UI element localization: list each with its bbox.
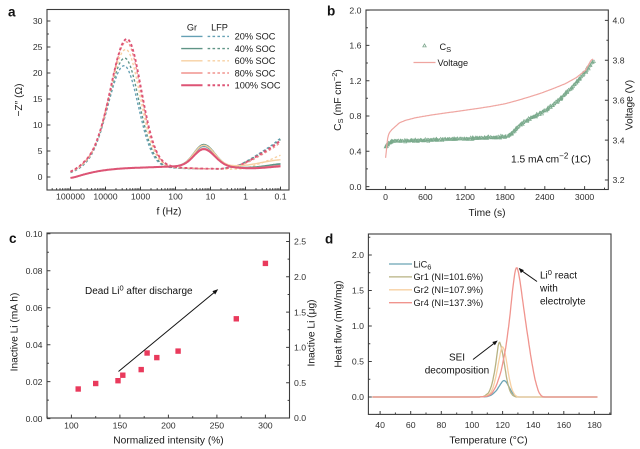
svg-text:0: 0 (38, 172, 43, 182)
svg-text:SEI: SEI (449, 353, 465, 364)
svg-text:0.02: 0.02 (26, 377, 43, 387)
svg-text:Voltage: Voltage (438, 58, 469, 68)
svg-text:1800: 1800 (495, 192, 514, 202)
svg-text:LiC6: LiC6 (414, 259, 432, 271)
svg-text:1.0: 1.0 (294, 343, 306, 353)
svg-text:0.0: 0.0 (294, 413, 306, 423)
svg-text:40% SOC: 40% SOC (235, 44, 276, 54)
svg-text:2.0: 2.0 (294, 272, 306, 282)
svg-text:CS (mF cm−2): CS (mF cm−2) (330, 69, 345, 131)
svg-text:−Z″ (Ω): −Z″ (Ω) (14, 83, 25, 116)
svg-text:Inactive Li (μg): Inactive Li (μg) (307, 299, 318, 366)
svg-text:25: 25 (33, 42, 43, 52)
svg-text:3.2: 3.2 (613, 175, 625, 185)
svg-text:10: 10 (206, 192, 216, 202)
svg-text:0.8: 0.8 (349, 111, 361, 121)
svg-text:0: 0 (383, 192, 388, 202)
svg-text:Time (s): Time (s) (469, 208, 506, 219)
svg-text:1.2: 1.2 (349, 76, 361, 86)
svg-text:3000: 3000 (575, 192, 594, 202)
svg-text:0.00: 0.00 (26, 414, 43, 424)
svg-text:0.4: 0.4 (349, 147, 361, 157)
svg-text:a: a (8, 5, 16, 20)
svg-text:600: 600 (418, 192, 433, 202)
svg-text:electrolyte: electrolyte (540, 297, 586, 308)
svg-text:decomposition: decomposition (425, 366, 489, 377)
svg-text:5: 5 (38, 146, 43, 156)
svg-text:Gr4 (NI=137.3%): Gr4 (NI=137.3%) (414, 298, 484, 308)
svg-text:4.0: 4.0 (613, 16, 625, 26)
svg-text:100: 100 (465, 420, 480, 430)
svg-text:Dead Li0 after discharge: Dead Li0 after discharge (85, 284, 193, 298)
svg-text:0.0: 0.0 (352, 392, 364, 402)
svg-text:Li0 react: Li0 react (540, 268, 577, 282)
svg-text:0.06: 0.06 (26, 303, 43, 313)
svg-text:LFP: LFP (211, 23, 228, 33)
svg-text:1000: 1000 (131, 192, 150, 202)
svg-text:1.5 mA cm−2 (1C): 1.5 mA cm−2 (1C) (511, 152, 591, 166)
svg-text:2.0: 2.0 (352, 250, 364, 260)
svg-text:100: 100 (168, 192, 183, 202)
svg-text:160: 160 (557, 420, 572, 430)
svg-text:1.0: 1.0 (352, 321, 364, 331)
svg-text:40: 40 (375, 420, 385, 430)
svg-text:0.0: 0.0 (349, 182, 361, 192)
svg-text:1.5: 1.5 (352, 286, 364, 296)
svg-text:140: 140 (526, 420, 541, 430)
svg-text:0.08: 0.08 (26, 266, 43, 276)
svg-text:15: 15 (33, 94, 43, 104)
svg-text:Inactive Li (mA h): Inactive Li (mA h) (10, 293, 21, 372)
svg-text:2.5: 2.5 (294, 237, 306, 247)
svg-text:10000: 10000 (93, 192, 117, 202)
svg-text:2400: 2400 (535, 192, 554, 202)
svg-text:60% SOC: 60% SOC (235, 56, 276, 66)
svg-text:0.5: 0.5 (352, 357, 364, 367)
svg-text:0.04: 0.04 (26, 340, 43, 350)
svg-text:10: 10 (33, 120, 43, 130)
svg-text:60: 60 (406, 420, 416, 430)
svg-text:20% SOC: 20% SOC (235, 32, 276, 42)
svg-text:150: 150 (113, 421, 128, 431)
svg-text:CS: CS (440, 42, 452, 54)
svg-text:d: d (325, 232, 333, 247)
svg-text:Normalized intensity (%): Normalized intensity (%) (113, 436, 223, 447)
svg-text:f (Hz): f (Hz) (157, 207, 182, 218)
svg-text:with: with (539, 284, 558, 295)
svg-text:100: 100 (64, 421, 79, 431)
svg-text:0.1: 0.1 (274, 192, 286, 202)
svg-text:80% SOC: 80% SOC (235, 68, 276, 78)
svg-text:Gr1 (NI=101.6%): Gr1 (NI=101.6%) (414, 272, 484, 282)
svg-text:0.10: 0.10 (26, 229, 43, 239)
svg-text:120: 120 (495, 420, 510, 430)
svg-text:250: 250 (210, 421, 225, 431)
svg-text:1: 1 (243, 192, 248, 202)
svg-text:b: b (327, 4, 335, 19)
svg-text:Gr2 (NI=107.9%): Gr2 (NI=107.9%) (414, 285, 484, 295)
svg-text:80: 80 (437, 420, 447, 430)
svg-text:Heat flow (mW/mg): Heat flow (mW/mg) (334, 280, 345, 367)
svg-text:100% SOC: 100% SOC (235, 81, 281, 91)
svg-text:Gr: Gr (187, 23, 197, 33)
svg-text:100000: 100000 (56, 192, 85, 202)
svg-text:30: 30 (33, 16, 43, 26)
svg-text:1200: 1200 (456, 192, 475, 202)
svg-text:20: 20 (33, 68, 43, 78)
svg-text:3.6: 3.6 (613, 95, 625, 105)
svg-text:1.6: 1.6 (349, 41, 361, 51)
svg-text:2.0: 2.0 (349, 5, 361, 15)
svg-text:1.5: 1.5 (294, 307, 306, 317)
svg-text:180: 180 (587, 420, 602, 430)
svg-text:200: 200 (161, 421, 176, 431)
svg-text:c: c (9, 231, 17, 246)
svg-text:300: 300 (258, 421, 273, 431)
svg-text:0.5: 0.5 (294, 378, 306, 388)
svg-text:Temperature (°C): Temperature (°C) (449, 436, 527, 447)
svg-text:3.4: 3.4 (613, 135, 625, 145)
svg-text:3.8: 3.8 (613, 56, 625, 66)
svg-text:Voltage (V): Voltage (V) (625, 80, 636, 130)
